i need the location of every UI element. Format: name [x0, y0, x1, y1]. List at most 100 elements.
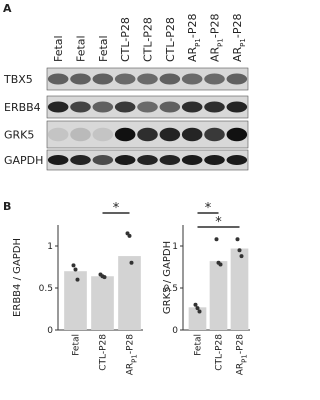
band	[47, 101, 69, 113]
label-part: -P28	[209, 14, 222, 39]
label: ARP1-P28	[186, 14, 202, 62]
band	[159, 101, 181, 113]
label: Fetal	[194, 334, 204, 356]
band	[92, 73, 114, 85]
band	[137, 101, 158, 113]
band	[181, 155, 203, 165]
band	[47, 155, 69, 165]
band	[70, 155, 91, 165]
significance-label: *	[113, 201, 120, 216]
data-point	[193, 302, 198, 307]
bar	[64, 271, 87, 330]
label-part: -P28	[231, 14, 244, 39]
band	[204, 127, 225, 142]
data-point	[127, 233, 132, 238]
panel-label: B	[3, 200, 11, 213]
band	[204, 155, 225, 165]
band	[226, 73, 248, 85]
label: Fetal	[75, 35, 88, 62]
band	[114, 73, 136, 85]
y-tick-label: 0.5	[39, 284, 53, 294]
band	[70, 127, 91, 142]
label-part: P1	[239, 38, 247, 47]
label-part: -P28	[126, 334, 136, 354]
label: ARP1-P28	[231, 14, 247, 62]
data-point	[239, 254, 244, 259]
y-tick-label: 0	[172, 326, 178, 336]
bar	[230, 248, 249, 330]
label-part: AR	[231, 46, 244, 62]
y-tick-label: 0	[47, 326, 53, 336]
band	[92, 127, 114, 142]
row-label: GAPDH	[4, 154, 43, 167]
data-point	[129, 260, 134, 265]
bar	[118, 256, 141, 330]
y-tick-label: 1	[172, 242, 178, 252]
data-point	[214, 237, 219, 242]
data-point	[75, 277, 80, 282]
row-label: GRK5	[4, 129, 34, 142]
data-point	[197, 309, 202, 314]
band	[114, 155, 136, 165]
bar	[91, 276, 114, 330]
label: CTL-P28	[99, 334, 109, 371]
label-part: -P28	[186, 14, 199, 39]
band	[47, 73, 69, 85]
label: ARP1-P28	[126, 334, 139, 376]
label: Fetal	[52, 35, 65, 62]
band	[204, 73, 225, 85]
label: ARP1-P28	[236, 334, 249, 376]
band	[226, 127, 248, 142]
band	[114, 127, 136, 142]
y-tick-label: 1	[47, 242, 53, 252]
band	[181, 101, 203, 113]
band	[92, 155, 114, 165]
label: CTL-P28	[142, 17, 155, 62]
band	[137, 155, 158, 165]
band	[70, 101, 91, 113]
label-part: -P28	[236, 334, 246, 354]
band	[92, 101, 114, 113]
bar	[188, 307, 207, 330]
label-part: AR	[186, 46, 199, 62]
label-part: AR	[236, 363, 246, 375]
label: CTL-P28	[215, 334, 225, 371]
y-axis-label: ERBB4 / GAPDH	[12, 238, 23, 317]
band	[159, 73, 181, 85]
row-label: TBX5	[3, 73, 33, 86]
band	[181, 73, 203, 85]
band	[47, 127, 69, 142]
figure: A B Fetal Fetal Fetal CTL-P28 CTL-P28 CTL-P28…	[3, 2, 250, 376]
label: CTL-P28	[119, 17, 132, 62]
y-tick-label: 0.5	[164, 284, 178, 294]
band	[159, 127, 181, 142]
label: Fetal	[97, 35, 110, 62]
panel-label: A	[3, 2, 12, 15]
data-point	[237, 248, 242, 253]
label-part: AR	[126, 363, 136, 375]
band	[226, 155, 248, 165]
bar	[209, 261, 228, 330]
band	[159, 155, 181, 165]
label: CTL-P28	[164, 17, 177, 62]
data-point	[71, 263, 76, 268]
data-point	[235, 237, 240, 242]
row-label: ERBB4	[4, 101, 41, 114]
data-point	[195, 306, 200, 311]
data-point	[218, 262, 223, 267]
label-part: AR	[209, 46, 222, 62]
label-part: P1	[131, 354, 139, 363]
label-part: P1	[194, 38, 202, 47]
label: Fetal	[72, 334, 82, 356]
y-axis-label: GRK5 / GAPDH	[162, 241, 173, 314]
band	[70, 73, 91, 85]
band	[137, 73, 158, 85]
band	[137, 127, 158, 142]
label-part: P1	[241, 354, 249, 363]
band	[204, 101, 225, 113]
significance-label: *	[205, 201, 212, 216]
band	[114, 101, 136, 113]
data-point	[73, 267, 78, 272]
significance-label: *	[215, 215, 222, 230]
band	[226, 101, 248, 113]
